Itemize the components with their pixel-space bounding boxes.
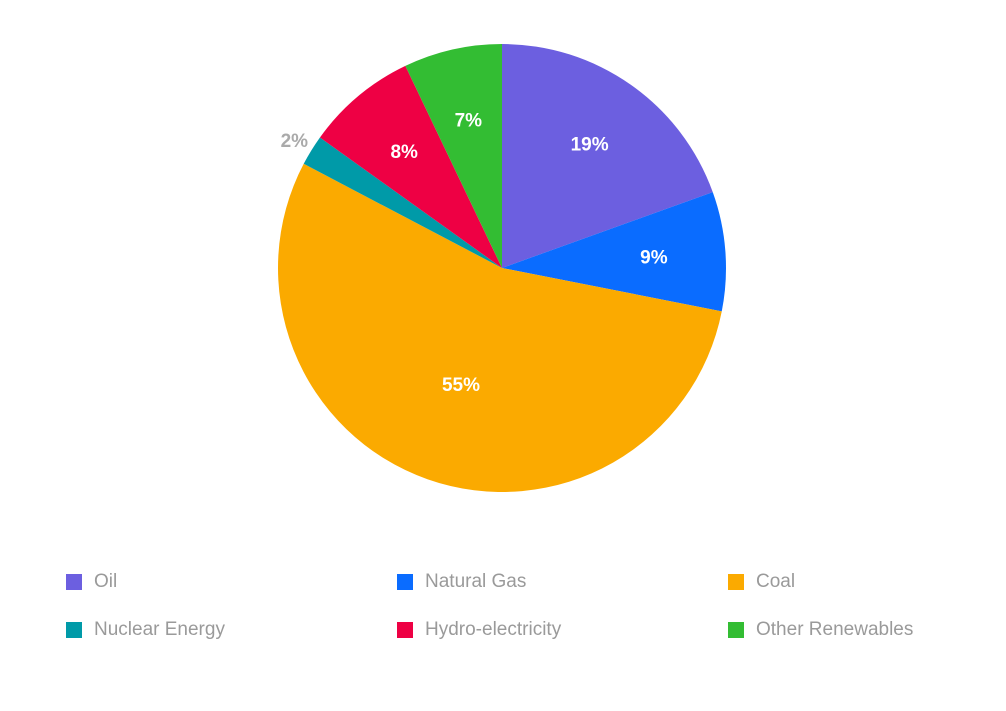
legend-item[interactable]: Oil bbox=[66, 571, 397, 592]
pie-slice-oil[interactable] bbox=[502, 44, 713, 268]
legend-swatch bbox=[397, 622, 413, 638]
legend-item[interactable]: Other Renewables bbox=[728, 619, 1006, 640]
pie-slice-other-renewables[interactable] bbox=[405, 44, 502, 268]
pie-slice-natural-gas[interactable] bbox=[502, 192, 726, 312]
legend-item[interactable]: Nuclear Energy bbox=[66, 619, 397, 640]
legend-label: Coal bbox=[756, 571, 796, 592]
pie-slice-hydro-electricity[interactable] bbox=[319, 65, 502, 268]
data-label: 9% bbox=[640, 248, 668, 269]
pie-slice-coal[interactable] bbox=[277, 163, 722, 493]
legend-label: Nuclear Energy bbox=[94, 619, 225, 640]
legend-label: Oil bbox=[94, 571, 118, 592]
legend-item[interactable]: Coal bbox=[728, 571, 1006, 592]
legend-swatch bbox=[728, 622, 744, 638]
legend-label: Hydro-electricity bbox=[425, 619, 562, 640]
legend: Oil Natural Gas Coal Nuclear Energy Hydro-el… bbox=[66, 571, 966, 640]
pie-svg: 19% 9% 55% 2% 8% 7% bbox=[277, 44, 726, 493]
data-label: 19% bbox=[571, 134, 609, 155]
legend-swatch bbox=[397, 574, 413, 590]
data-label: 8% bbox=[390, 142, 418, 163]
data-label: 55% bbox=[442, 375, 480, 396]
legend-swatch bbox=[728, 574, 744, 590]
legend-label: Natural Gas bbox=[425, 571, 527, 592]
legend-item[interactable]: Natural Gas bbox=[397, 571, 728, 592]
legend-swatch bbox=[66, 574, 82, 590]
data-label: 2% bbox=[281, 131, 309, 152]
legend-label: Other Renewables bbox=[756, 619, 914, 640]
data-label: 7% bbox=[455, 110, 483, 131]
legend-item[interactable]: Hydro-electricity bbox=[397, 619, 728, 640]
pie-slice-nuclear-energy[interactable] bbox=[303, 137, 502, 268]
legend-swatch bbox=[66, 622, 82, 638]
